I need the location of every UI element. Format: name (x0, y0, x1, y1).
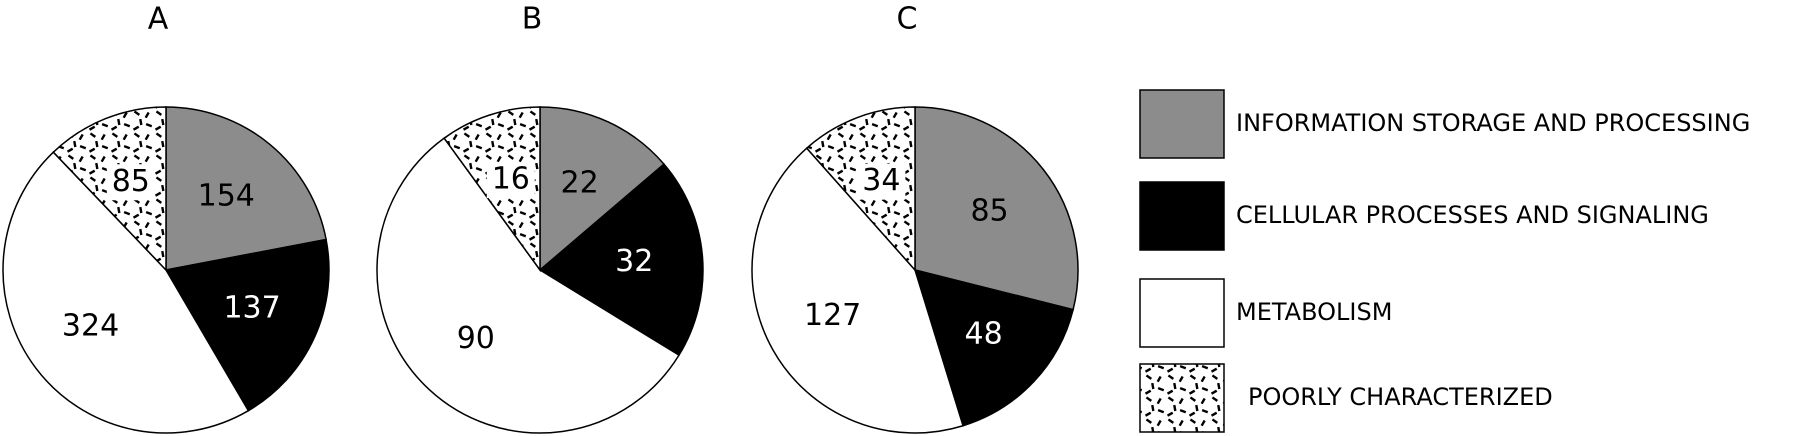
pie-slice (913, 268, 1075, 427)
pie-title: A (148, 2, 169, 37)
data-label: 127 (804, 298, 861, 333)
legend-label: METABOLISM (1236, 298, 1392, 326)
label-backing (857, 163, 906, 200)
label-backing (486, 162, 535, 199)
legend-swatch (1139, 363, 1225, 433)
pie-slice (539, 106, 666, 272)
data-label: 154 (198, 179, 255, 214)
legend-label: POORLY CHARACTERIZED (1248, 383, 1553, 411)
data-label: 22 (560, 166, 598, 201)
data-label: 34 (862, 163, 900, 198)
pie-slice (164, 238, 330, 412)
pie-title: C (897, 2, 918, 37)
pie-slice (165, 106, 327, 271)
legend-swatch (1139, 89, 1225, 159)
data-label: 137 (223, 291, 280, 326)
data-label: 85 (970, 193, 1008, 228)
legend-label: INFORMATION STORAGE AND PROCESSING (1236, 109, 1750, 137)
pie-slice (914, 106, 1079, 311)
data-label: 16 (492, 162, 530, 197)
data-label: 324 (62, 308, 119, 343)
data-label: 48 (965, 317, 1003, 352)
data-label: 85 (112, 164, 150, 199)
pie-slice (2, 151, 250, 434)
data-label: 32 (615, 244, 653, 279)
legend-label: CELLULAR PROCESSES AND SIGNALING (1236, 201, 1709, 229)
legend-swatch (1139, 278, 1225, 348)
legend-swatch (1139, 181, 1225, 251)
pie-slice (751, 147, 964, 434)
pie-slice (538, 163, 704, 357)
data-label: 90 (457, 321, 495, 356)
pie-slice (376, 137, 681, 434)
label-backing (106, 164, 155, 201)
pie-title: B (522, 2, 543, 37)
